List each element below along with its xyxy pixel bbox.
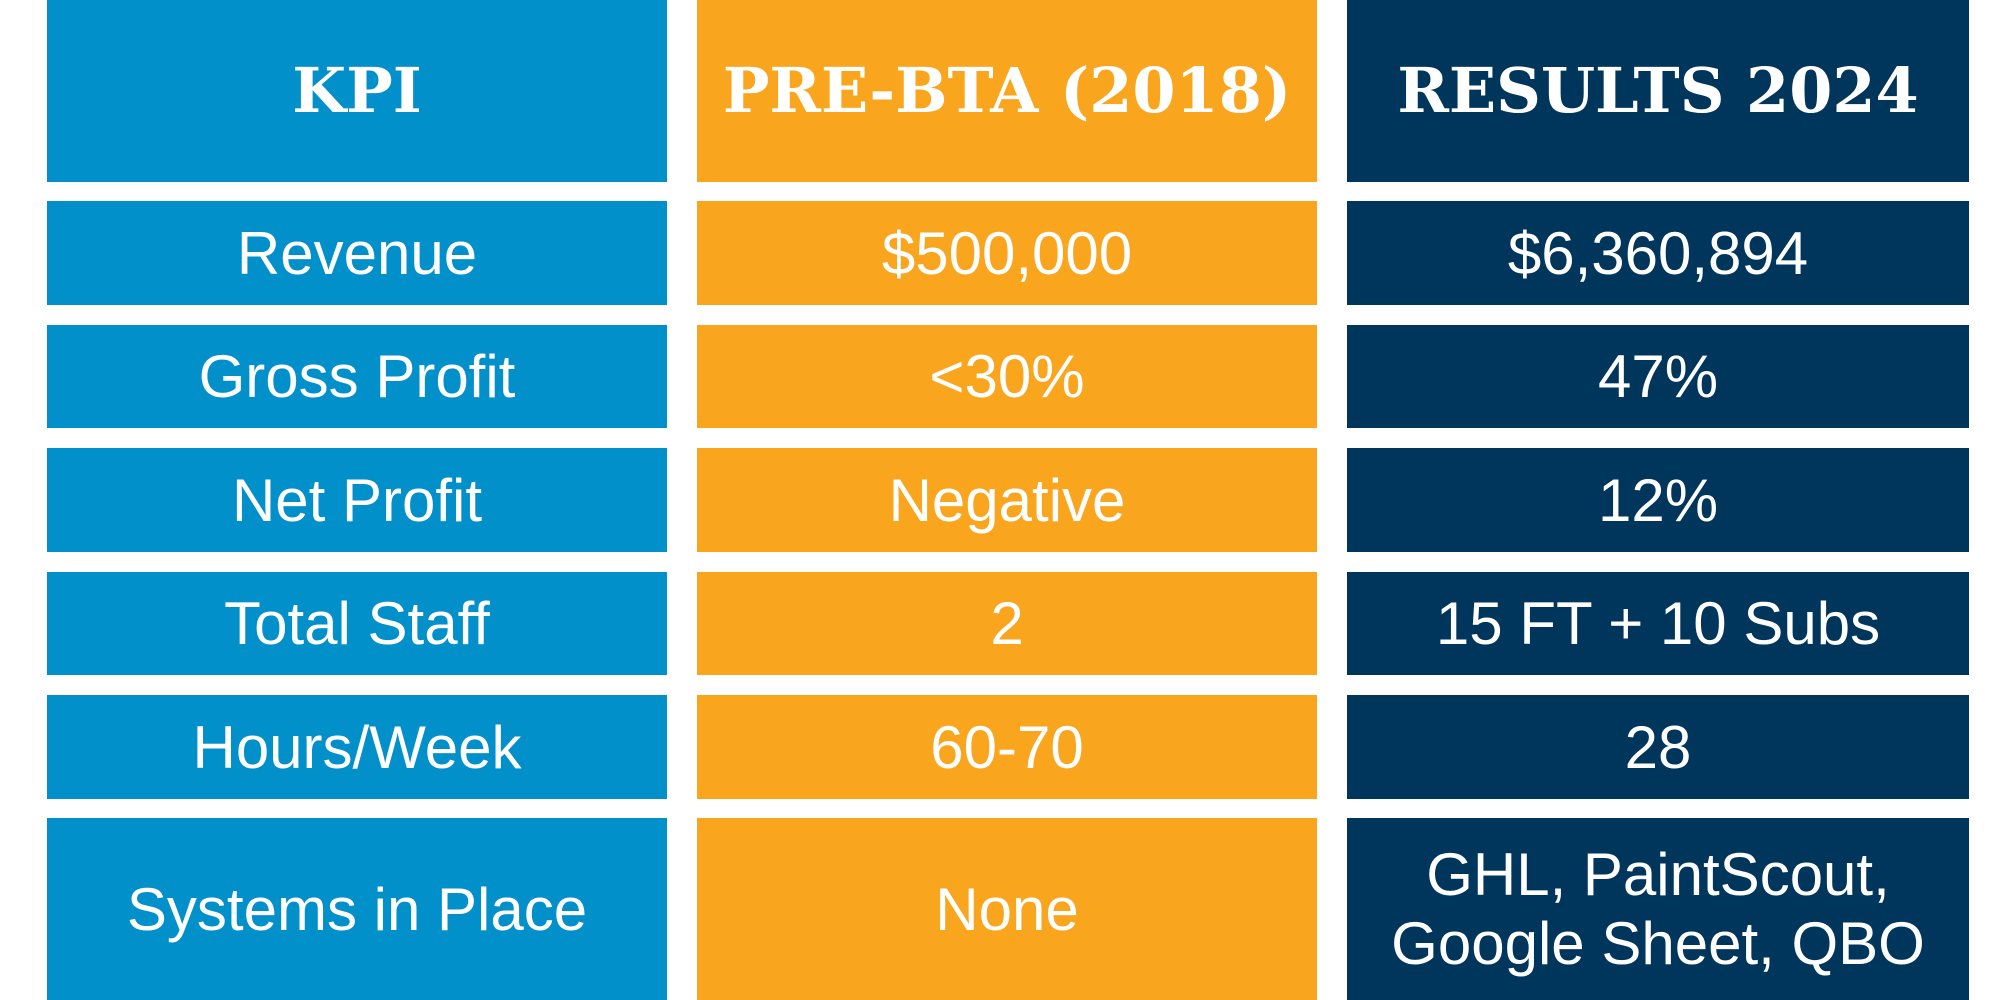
pre-cell-systems: None: [697, 818, 1317, 1000]
results-cell-net-profit: 12%: [1347, 448, 1969, 552]
results-cell-hours-week: 28: [1347, 695, 1969, 799]
results-systems-line-1: GHL, PaintScout,: [1426, 841, 1890, 908]
pre-cell-total-staff: 2: [697, 572, 1317, 675]
header-pre-bta: PRE-BTA (2018): [697, 0, 1317, 182]
results-cell-systems: GHL, PaintScout, Google Sheet, QBO: [1347, 818, 1969, 1000]
header-results-2024: RESULTS 2024: [1347, 0, 1969, 182]
kpi-cell-hours-week: Hours/Week: [47, 695, 667, 799]
kpi-cell-gross-profit: Gross Profit: [47, 325, 667, 428]
kpi-cell-revenue: Revenue: [47, 201, 667, 305]
pre-cell-net-profit: Negative: [697, 448, 1317, 552]
results-systems-line-2: Google Sheet, QBO: [1391, 910, 1925, 977]
pre-cell-gross-profit: <30%: [697, 325, 1317, 428]
kpi-cell-net-profit: Net Profit: [47, 448, 667, 552]
kpi-comparison-table: KPI PRE-BTA (2018) RESULTS 2024 Revenue …: [47, 0, 1969, 1000]
results-cell-revenue: $6,360,894: [1347, 201, 1969, 305]
header-kpi: KPI: [47, 0, 667, 182]
kpi-cell-systems: Systems in Place: [47, 818, 667, 1000]
kpi-cell-total-staff: Total Staff: [47, 572, 667, 675]
results-cell-gross-profit: 47%: [1347, 325, 1969, 428]
results-cell-total-staff: 15 FT + 10 Subs: [1347, 572, 1969, 675]
pre-cell-hours-week: 60-70: [697, 695, 1317, 799]
pre-cell-revenue: $500,000: [697, 201, 1317, 305]
